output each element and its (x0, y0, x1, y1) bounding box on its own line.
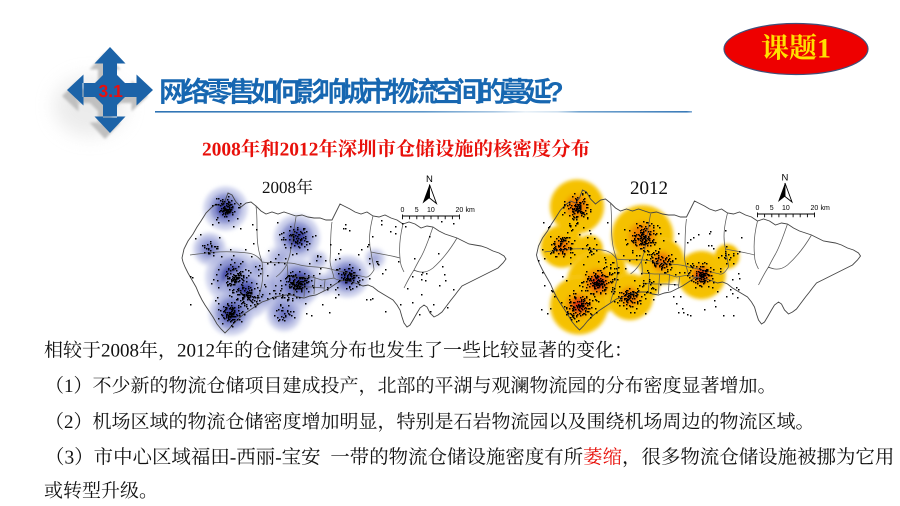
svg-text:N: N (782, 173, 789, 184)
svg-text:N: N (426, 174, 433, 185)
